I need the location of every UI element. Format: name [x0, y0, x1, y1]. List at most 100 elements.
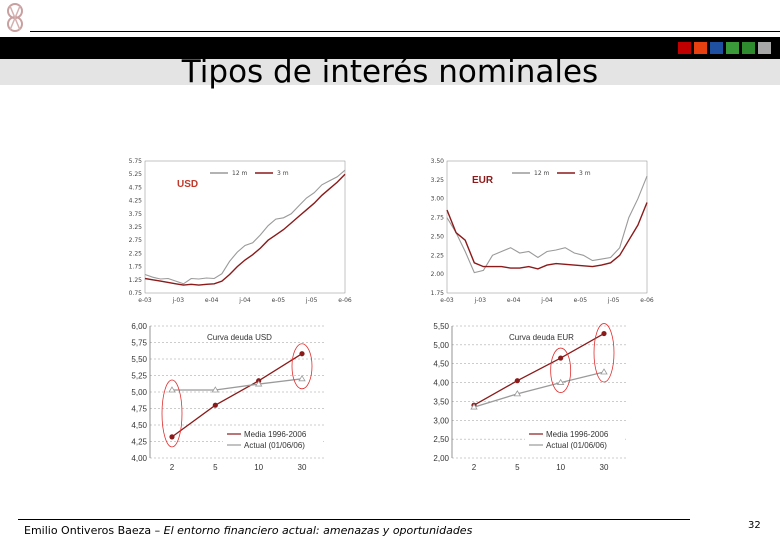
footer-subtitle: El entorno financiero actual: amenazas y… — [163, 524, 473, 537]
legend-label: Media 1996-2006 — [244, 430, 307, 439]
legend-bg — [525, 428, 625, 439]
y-tick-label: 0.75 — [129, 290, 143, 297]
highlight-ellipse — [291, 343, 313, 390]
x-tick-label: 2 — [170, 463, 175, 472]
footer-author: Emilio Ontiveros Baeza – — [24, 524, 164, 537]
legend-bg — [525, 439, 625, 450]
highlight-ellipse — [161, 379, 183, 448]
series-line — [144, 169, 346, 285]
plot-area — [144, 160, 346, 294]
y-tick-label: 5,25 — [131, 372, 147, 381]
accent-square — [726, 42, 739, 54]
accent-squares — [678, 42, 771, 54]
legend-label: 3 m — [277, 170, 289, 177]
y-tick-label: 3,50 — [433, 397, 449, 406]
y-tick-label: 5.75 — [129, 158, 143, 165]
series-line — [446, 175, 648, 274]
y-tick-label: 2.00 — [431, 271, 445, 278]
usd-rates-chart: 5.75 5.25 4.75 4.25 3.75 3.25 2.75 2.25 1.75 1.25… — [129, 158, 352, 304]
legend-label: Media 1996-2006 — [546, 430, 609, 439]
y-tick-label: 5,75 — [131, 339, 147, 348]
legend-label: Actual (01/06/06) — [244, 441, 305, 450]
legend-label: 12 m — [232, 170, 248, 177]
chart-title: USD — [177, 179, 198, 190]
x-tick-label: j-03 — [474, 297, 487, 304]
chart-title: Curva deuda USD — [207, 333, 272, 342]
page-title: Tipos de interés nominales — [181, 54, 599, 90]
x-tick-label: 30 — [600, 463, 609, 472]
y-tick-label: 2.50 — [431, 233, 445, 240]
data-point — [212, 402, 218, 408]
y-tick-label: 6,00 — [131, 322, 147, 331]
y-tick-label: 5,50 — [433, 322, 449, 331]
company-logo — [7, 3, 23, 32]
y-tick-label: 2.75 — [129, 237, 143, 244]
series-line — [473, 332, 605, 406]
data-point — [299, 351, 305, 357]
legend-bg — [223, 439, 323, 450]
y-tick-label: 5,00 — [131, 388, 147, 397]
chart-title: Curva deuda EUR — [509, 333, 574, 342]
x-tick-label: 5 — [213, 463, 218, 472]
x-tick-label: e-03 — [440, 297, 454, 304]
data-point — [254, 380, 263, 387]
x-tick-label: 30 — [298, 463, 307, 472]
y-tick-label: 3.25 — [431, 177, 445, 184]
x-tick-label: e-04 — [205, 297, 219, 304]
data-point — [169, 434, 175, 440]
eur-curve-chart: 5,50 5,00 4,50 4,00 3,50 3,00 2,50 2,00 2 5 10 30 Cu… — [433, 322, 627, 472]
series-line — [172, 378, 303, 391]
chart-title: EUR — [472, 175, 494, 186]
accent-square — [678, 42, 691, 54]
x-tick-label: e-05 — [574, 297, 588, 304]
series-line — [473, 371, 605, 408]
x-tick-label: j-04 — [238, 297, 251, 304]
y-tick-label: 2,00 — [433, 454, 449, 463]
series-line — [446, 202, 648, 270]
accent-square — [742, 42, 755, 54]
data-point — [298, 375, 306, 382]
data-point — [601, 330, 607, 337]
data-point — [168, 386, 176, 393]
x-tick-label: 5 — [515, 463, 520, 472]
series-line — [171, 353, 303, 438]
accent-square — [710, 42, 723, 54]
legend-bg — [223, 428, 323, 439]
y-tick-label: 1.75 — [431, 290, 445, 297]
data-point — [558, 355, 564, 361]
data-point — [514, 378, 520, 384]
x-tick-label: 10 — [254, 463, 263, 472]
data-point — [211, 386, 220, 393]
plot-area — [446, 160, 648, 294]
y-tick-label: 3,00 — [433, 416, 449, 425]
data-point — [513, 390, 522, 397]
accent-square — [758, 42, 771, 54]
legend-label: Actual (01/06/06) — [546, 441, 607, 450]
x-tick-label: j-05 — [607, 297, 620, 304]
y-tick-label: 3.00 — [431, 196, 445, 203]
y-tick-label: 2.75 — [431, 215, 445, 222]
x-tick-label: 10 — [556, 463, 565, 472]
y-tick-label: 4,25 — [131, 438, 147, 447]
data-point — [600, 368, 608, 375]
header-rule — [30, 31, 780, 32]
header-bar — [0, 37, 780, 59]
x-tick-label: e-05 — [272, 297, 286, 304]
data-point — [470, 403, 478, 410]
x-tick-label: 2 — [472, 463, 477, 472]
legend-label: 3 m — [579, 170, 591, 177]
title-band — [0, 59, 780, 85]
footer-rule — [18, 519, 690, 520]
y-tick-label: 4,75 — [131, 405, 147, 414]
y-tick-label: 5.25 — [129, 171, 143, 178]
y-tick-label: 2.25 — [129, 250, 143, 257]
y-tick-label: 4.25 — [129, 198, 143, 205]
x-tick-label: e-04 — [507, 297, 521, 304]
x-tick-label: j-03 — [172, 297, 185, 304]
eur-rates-chart: 3.50 3.25 3.00 2.75 2.50 2.25 2.00 1.75e-03 j-03… — [431, 158, 654, 304]
accent-square — [694, 42, 707, 54]
y-tick-label: 3.25 — [129, 224, 143, 231]
y-tick-label: 1.25 — [129, 277, 143, 284]
x-tick-label: e-03 — [138, 297, 152, 304]
usd-curve-chart: 6,00 5,75 5,50 5,25 5,00 4,75 4,50 4,25 4,00 2 5 10… — [131, 322, 325, 472]
